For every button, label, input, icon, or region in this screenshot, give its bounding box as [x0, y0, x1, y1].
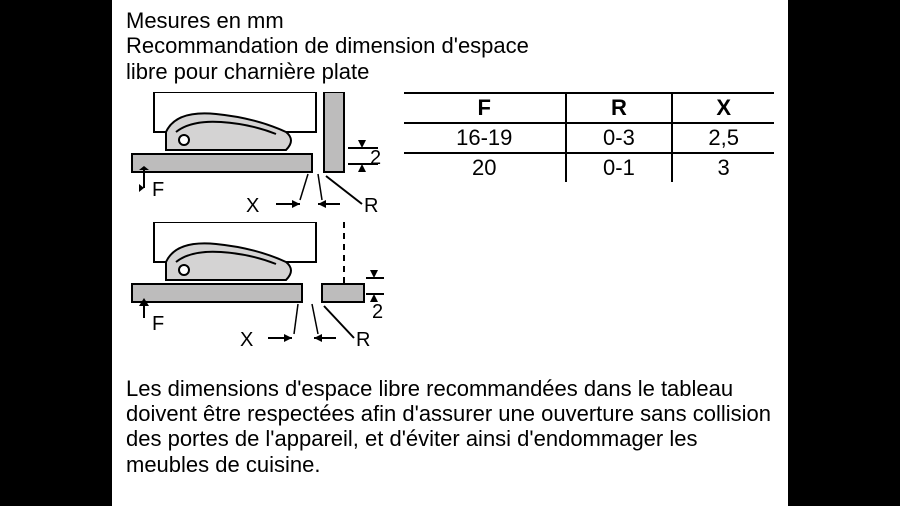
- table-cell: 20: [404, 153, 566, 182]
- table-cell: 3: [672, 153, 774, 182]
- R-label: R: [364, 195, 378, 217]
- title-line-2: Recommandation de dimension d'espace: [126, 33, 774, 58]
- title-block: Mesures en mm Recommandation de dimensio…: [126, 8, 774, 84]
- table-header: R: [566, 93, 673, 123]
- table-cell: 0-3: [566, 123, 673, 153]
- table-cell: 2,5: [672, 123, 774, 153]
- footer-paragraph: Les dimensions d'espace libre recommandé…: [126, 376, 774, 477]
- hinge-diagram-top: 2 F X R: [126, 92, 386, 222]
- table-cell: 16-19: [404, 123, 566, 153]
- table-header: F: [404, 93, 566, 123]
- X-label-2: X: [240, 329, 253, 351]
- title-line-3: libre pour charnière plate: [126, 59, 774, 84]
- clearance-table: FRX 16-190-32,5 200-13: [404, 92, 774, 182]
- F-label-2: F: [152, 313, 164, 335]
- content-panel: Mesures en mm Recommandation de dimensio…: [112, 0, 788, 506]
- X-label: X: [246, 195, 259, 217]
- R-label-2: R: [356, 329, 370, 351]
- title-line-1: Mesures en mm: [126, 8, 774, 33]
- diagrams-column: 2 F X R: [126, 92, 386, 362]
- F-label: F: [152, 179, 164, 201]
- hinge-diagram-bottom: 2 F X R: [126, 222, 386, 362]
- right-black-bar: [788, 0, 900, 506]
- left-black-bar: [0, 0, 112, 506]
- table-header: X: [672, 93, 774, 123]
- gap-label: 2: [370, 147, 381, 169]
- gap-label-2: 2: [372, 301, 383, 323]
- table-cell: 0-1: [566, 153, 673, 182]
